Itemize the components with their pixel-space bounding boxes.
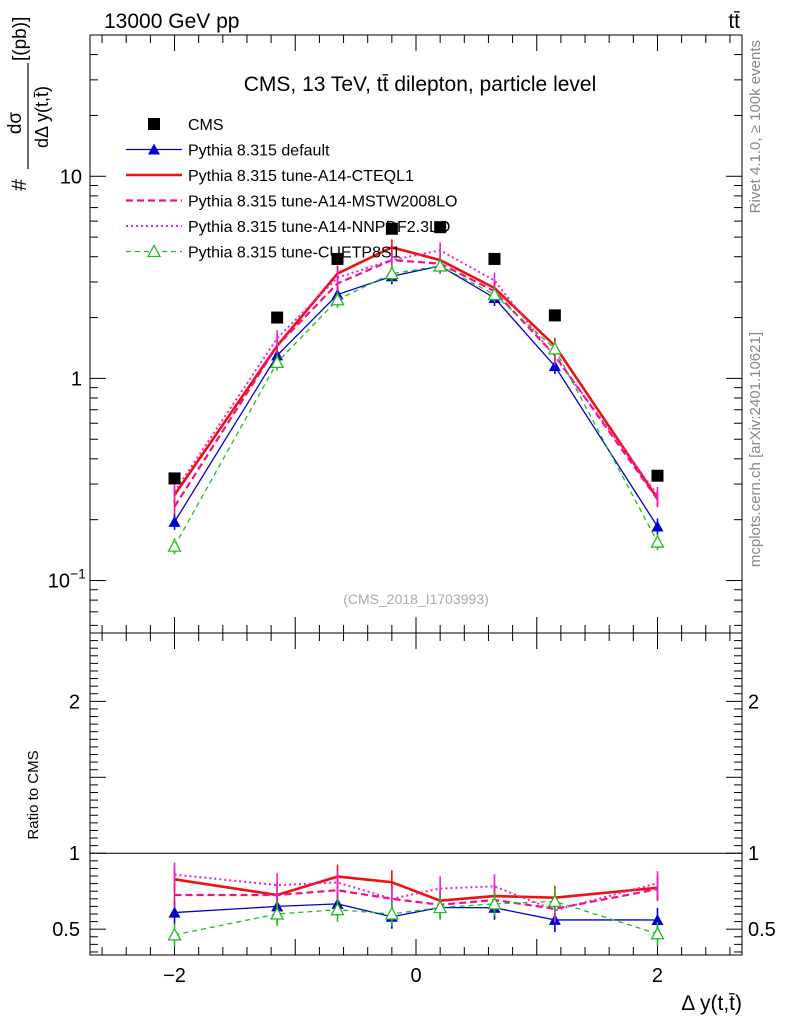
y-axis-label-denominator: dΔ y(t,t̄) xyxy=(32,86,52,148)
x-axis-label: Δ y(t,t̄) xyxy=(681,992,742,1015)
pythia-8-315-tune-a14-nnpdf2-3lo-ratio-line xyxy=(174,873,658,912)
plot-title: CMS, 13 TeV, tt̄ dilepton, particle leve… xyxy=(244,73,597,96)
ratio-tick-label-left: 1 xyxy=(69,843,80,865)
header-energy-label: 13000 GeV pp xyxy=(104,10,239,33)
y-tick-label-exponent: −1 xyxy=(70,566,86,582)
ratio-plot-frame xyxy=(89,632,743,956)
x-axis-ticks: −2 0 2 xyxy=(101,35,731,987)
pythia-8-315-tune-cuetp8s1-ratio-point xyxy=(487,896,502,910)
cms-point xyxy=(271,311,284,324)
cms-point xyxy=(385,222,398,235)
pythia-8-315-default-main-line xyxy=(173,265,659,527)
pythia-8-315-default-ratio-line xyxy=(174,903,658,921)
pythia-8-315-tune-cuetp8s1-ratio-point xyxy=(433,900,448,914)
ratio-tick-label-left: 0.5 xyxy=(52,919,80,941)
cms-point xyxy=(651,469,664,482)
pythia-8-315-tune-cuetp8s1-point xyxy=(167,538,182,552)
legend-pythia-8-315-tune-cuetp8s1-label: Pythia 8.315 tune-CUETP8S1 xyxy=(188,245,401,262)
y-axis-label-numerator: dσ xyxy=(5,112,26,135)
pythia-8-315-tune-cuetp8s1-ratio-point xyxy=(384,906,399,920)
pythia-8-315-tune-a14-cteql1-main-line xyxy=(173,245,659,500)
pythia-8-315-tune-cuetp8s1-point xyxy=(330,292,345,306)
y-axis-label-prefix: # xyxy=(8,179,31,191)
pythia-8-315-tune-cuetp8s1-ratio-line xyxy=(174,900,658,936)
pythia-8-315-tune-cuetp8s1-ratio-point xyxy=(270,906,285,920)
pythia-8-315-tune-cuetp8s1-ratio-point xyxy=(650,926,665,940)
cms-point xyxy=(168,472,181,485)
pythia-8-315-tune-cuetp8s1-point xyxy=(433,258,448,272)
pythia-8-315-tune-cuetp8s1-ratio-point xyxy=(167,927,182,941)
ratio-y-axis-label: Ratio to CMS xyxy=(25,750,42,839)
legend-pythia-8-315-tune-cuetp8s1-marker xyxy=(146,244,162,258)
pythia-8-315-default-point xyxy=(548,360,561,372)
pythia-8-315-tune-a14-mstw2008lo-ratio-line xyxy=(174,888,658,910)
mcplots-source-label: mcplots.cern.ch [arXiv:2401.10621] xyxy=(747,332,764,567)
legend-pythia-8-315-tune-a14-cteql1-label: Pythia 8.315 tune-A14-CTEQL1 xyxy=(188,168,414,185)
ratio-axis-ticks: 0.5 0.5 1 1 2 2 xyxy=(52,640,776,953)
cms-point xyxy=(488,252,501,265)
ratio-tick-label-right: 0.5 xyxy=(748,919,776,941)
y-tick-label: 1 xyxy=(71,368,82,390)
pythia-8-315-default-point xyxy=(651,520,664,532)
pythia-8-315-default-ratio-point xyxy=(168,906,181,918)
rivet-version-label: Rivet 4.1.0, ≥ 100k events xyxy=(747,40,764,213)
legend: CMS Pythia 8.315 default Pythia 8.315 tune… xyxy=(126,117,457,262)
ratio-tick-label-right: 2 xyxy=(748,691,759,713)
pythia-8-315-tune-cuetp8s1-ratio-point xyxy=(547,894,562,908)
pythia-8-315-tune-cuetp8s1-point xyxy=(650,534,665,548)
ratio-series-layer xyxy=(167,862,665,947)
main-series-layer xyxy=(167,221,665,555)
analysis-watermark: (CMS_2018_I1703993) xyxy=(343,591,489,607)
pythia-8-315-default-ratio-point xyxy=(651,913,664,925)
x-tick-label: 0 xyxy=(410,965,421,987)
y-axis-label-units: [(pb)] xyxy=(10,17,31,61)
cms-point xyxy=(434,221,447,234)
ratio-tick-label-left: 2 xyxy=(69,691,80,713)
ratio-tick-label-right: 1 xyxy=(748,843,759,865)
y-axis-label: # dσ dΔ y(t,t̄) [(pb)] xyxy=(5,17,52,191)
legend-pythia-8-315-tune-a14-nnpdf2-3lo-label: Pythia 8.315 tune-A14-NNPDF2.3LO xyxy=(188,219,450,236)
cms-point xyxy=(548,309,561,322)
legend-pythia-8-315-tune-a14-mstw2008lo-label: Pythia 8.315 tune-A14-MSTW2008LO xyxy=(188,194,457,211)
pythia-8-315-tune-cuetp8s1-point xyxy=(547,341,562,355)
pythia-8-315-tune-cuetp8s1-point xyxy=(384,266,399,280)
legend-pythia-8-315-default-label: Pythia 8.315 default xyxy=(188,143,330,160)
pythia-8-315-default-point xyxy=(168,515,181,527)
x-tick-label: −2 xyxy=(163,965,186,987)
pythia-8-315-tune-cuetp8s1-main-line xyxy=(173,265,659,547)
header-process-label: tt̄ xyxy=(728,10,740,33)
cms-point xyxy=(331,252,344,265)
x-tick-label: 2 xyxy=(652,965,663,987)
pythia-8-315-tune-cuetp8s1-ratio-point xyxy=(330,902,345,916)
pythia-8-315-tune-cuetp8s1-point xyxy=(270,355,285,369)
pythia-8-315-tune-cuetp8s1-point xyxy=(487,287,502,301)
legend-cms-label: CMS xyxy=(188,117,224,134)
legend-pythia-8-315-default-marker xyxy=(148,143,160,155)
y-tick-label: 10 xyxy=(48,571,70,593)
y-tick-label: 10 xyxy=(60,166,82,188)
pythia-8-315-tune-a14-cteql1-ratio-line xyxy=(174,875,658,903)
pythia-8-315-tune-a14-nnpdf2-3lo-main-line xyxy=(173,249,659,496)
legend-cms-marker xyxy=(148,118,160,130)
